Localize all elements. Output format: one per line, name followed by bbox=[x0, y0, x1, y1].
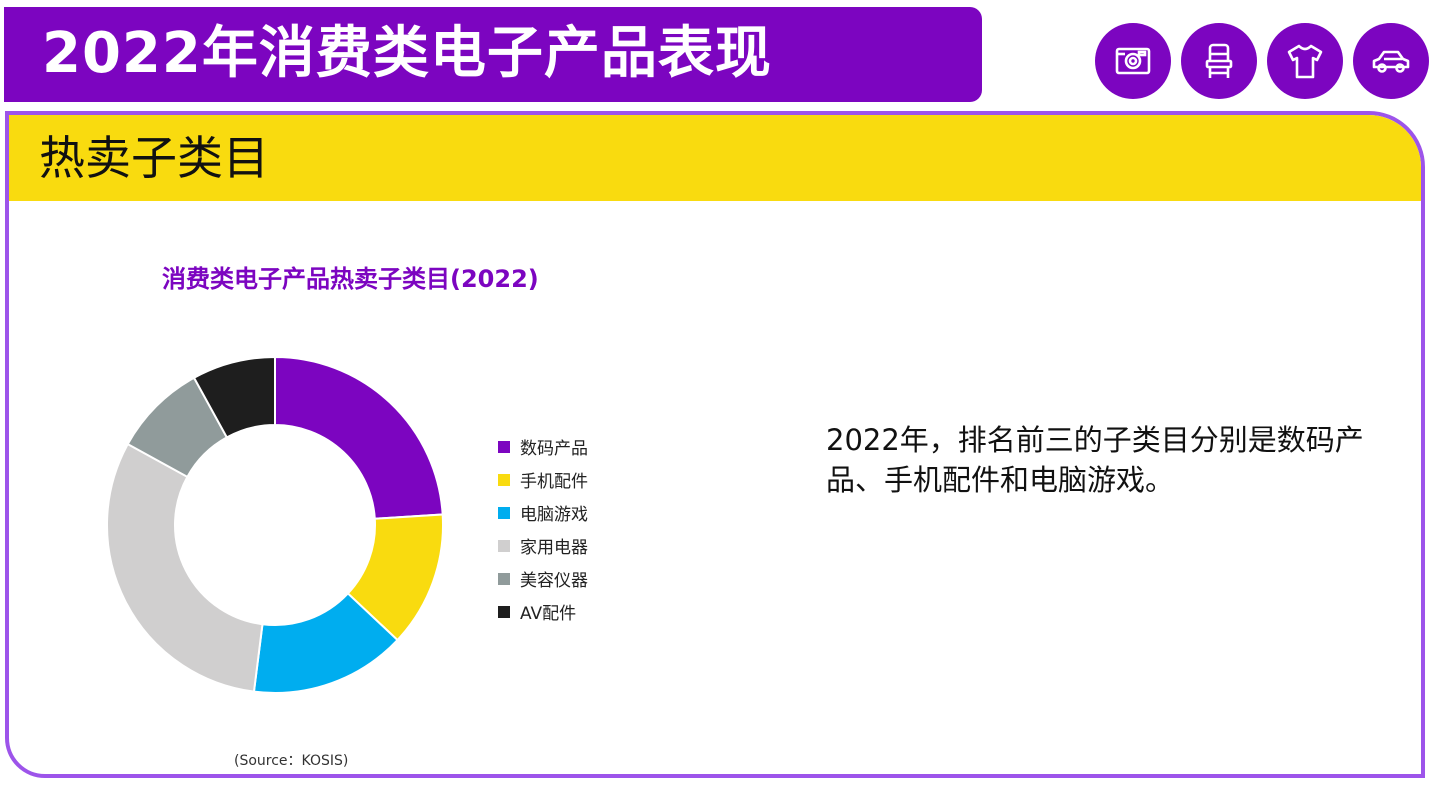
camera-icon bbox=[1095, 23, 1171, 99]
donut-slice-1 bbox=[274, 355, 444, 520]
legend-swatch bbox=[498, 605, 510, 618]
legend-item: AV配件 bbox=[498, 595, 588, 628]
legend-swatch bbox=[498, 539, 510, 552]
donut-slice-4 bbox=[106, 442, 264, 693]
page-title: 2022年消费类电子产品表现 bbox=[42, 21, 772, 86]
source-note: (Source：KOSIS) bbox=[234, 753, 349, 769]
tshirt-icon bbox=[1267, 23, 1343, 99]
donut-chart bbox=[106, 355, 444, 694]
car-icon bbox=[1353, 23, 1429, 99]
legend-swatch bbox=[498, 440, 510, 453]
legend-item: 美容仪器 bbox=[498, 562, 588, 595]
legend-swatch bbox=[498, 506, 510, 519]
title-banner: 2022年消费类电子产品表现 bbox=[4, 7, 982, 102]
legend-item: 家用电器 bbox=[498, 529, 588, 562]
legend-swatch bbox=[498, 473, 510, 486]
section-header: 热卖子类目 bbox=[9, 115, 1421, 201]
legend-item: 手机配件 bbox=[498, 463, 588, 496]
description-text: 2022年，排名前三的子类目分别是数码产品、手机配件和电脑游戏。 bbox=[826, 423, 1364, 497]
legend-item: 数码产品 bbox=[498, 430, 588, 463]
legend-label: AV配件 bbox=[520, 604, 577, 624]
section-title: 热卖子类目 bbox=[39, 131, 269, 185]
legend-swatch bbox=[498, 572, 510, 585]
legend-label: 电脑游戏 bbox=[520, 505, 588, 525]
chart-title: 消费类电子产品热卖子类目(2022) bbox=[162, 265, 539, 293]
chair-icon bbox=[1181, 23, 1257, 99]
chart-legend: 数码产品手机配件电脑游戏家用电器美容仪器 AV配件 bbox=[498, 430, 588, 628]
legend-item: 电脑游戏 bbox=[498, 496, 588, 529]
legend-label: 家用电器 bbox=[520, 538, 588, 558]
legend-label: 美容仪器 bbox=[520, 571, 588, 591]
donut-slice-6 bbox=[192, 355, 276, 439]
legend-label: 数码产品 bbox=[520, 439, 588, 459]
legend-label: 手机配件 bbox=[520, 472, 588, 492]
